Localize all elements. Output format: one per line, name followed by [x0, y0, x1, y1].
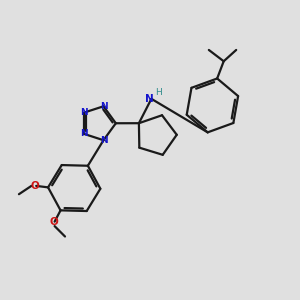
Text: N: N: [145, 94, 153, 104]
Text: O: O: [30, 181, 39, 191]
Text: N: N: [80, 129, 87, 138]
Text: N: N: [100, 136, 107, 145]
Text: N: N: [100, 102, 107, 111]
Text: N: N: [80, 108, 87, 117]
Text: O: O: [50, 217, 58, 227]
Text: H: H: [155, 88, 162, 98]
